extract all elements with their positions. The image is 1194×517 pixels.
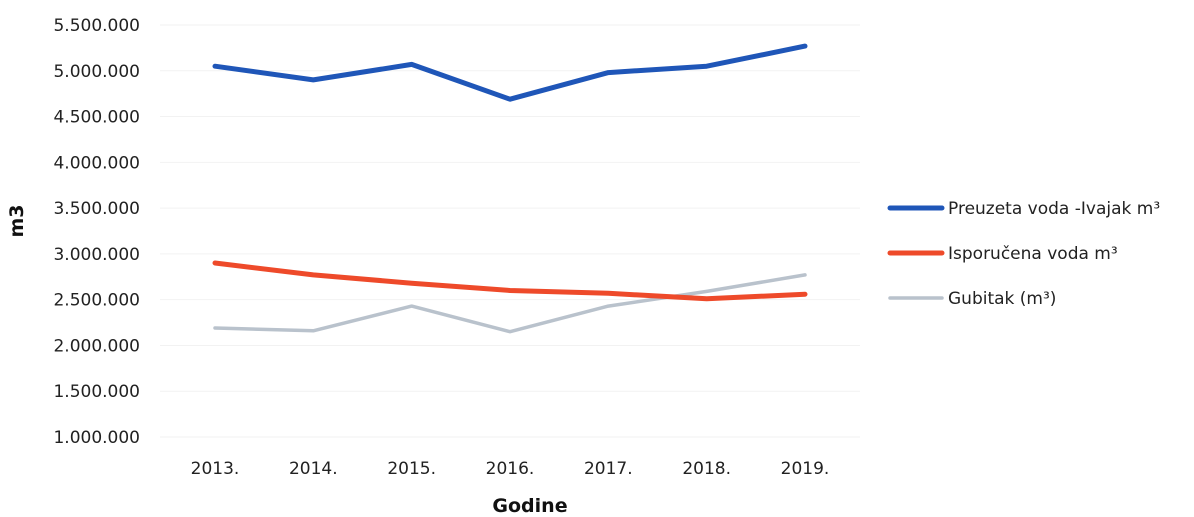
y-tick-label: 2.500.000 xyxy=(53,291,140,311)
y-tick-label: 5.500.000 xyxy=(53,16,140,36)
y-tick-label: 3.000.000 xyxy=(53,245,140,265)
y-axis-tick-labels: 1.000.000 1.500.000 2.000.000 2.500.000 3.00… xyxy=(53,16,140,448)
legend-label: Isporučena voda m³ xyxy=(948,244,1118,264)
series-line-1 xyxy=(212,43,808,102)
grid xyxy=(160,24,860,438)
x-tick-label: 2017. xyxy=(584,459,633,479)
x-axis-tick-labels: 2013. 2014. 2015. 2016. 2017. 2018. 2019. xyxy=(191,459,830,479)
x-axis-title: Godine xyxy=(492,495,567,517)
x-tick-label: 2018. xyxy=(682,459,731,479)
series-lines xyxy=(212,43,808,334)
x-tick-label: 2013. xyxy=(191,459,240,479)
x-tick-label: 2016. xyxy=(486,459,535,479)
legend: Preuzeta voda -Ivajak m³ Isporučena voda … xyxy=(887,199,1160,309)
y-tick-label: 1.000.000 xyxy=(53,428,140,448)
y-axis-title: m3 xyxy=(6,204,28,237)
y-tick-label: 1.500.000 xyxy=(53,382,140,402)
x-tick-label: 2014. xyxy=(289,459,338,479)
x-tick-label: 2019. xyxy=(781,459,830,479)
y-tick-label: 4.500.000 xyxy=(53,108,140,128)
y-tick-label: 2.000.000 xyxy=(53,336,140,356)
series-line-3 xyxy=(213,273,807,334)
series-line-2 xyxy=(212,260,808,302)
legend-label: Gubitak (m³) xyxy=(948,289,1056,309)
x-tick-label: 2015. xyxy=(387,459,436,479)
y-tick-label: 3.500.000 xyxy=(53,199,140,219)
legend-label: Preuzeta voda -Ivajak m³ xyxy=(948,199,1160,219)
y-tick-label: 5.000.000 xyxy=(53,62,140,82)
y-tick-label: 4.000.000 xyxy=(53,153,140,173)
